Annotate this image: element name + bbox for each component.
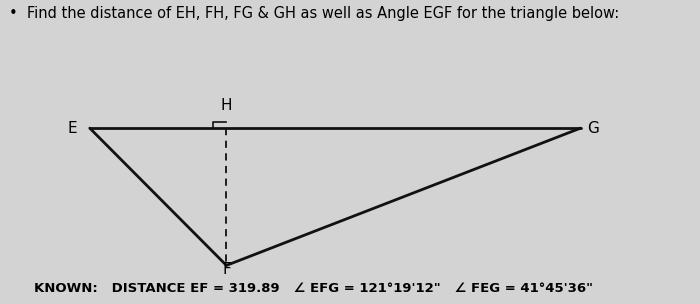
Text: •  Find the distance of EH, FH, FG & GH as well as Angle EGF for the triangle be: • Find the distance of EH, FH, FG & GH a… <box>9 6 620 21</box>
Text: KNOWN:   DISTANCE EF = 319.89   ∠ EFG = 121°19'12"   ∠ FEG = 41°45'36": KNOWN: DISTANCE EF = 319.89 ∠ EFG = 121°… <box>34 282 593 295</box>
Text: F: F <box>222 262 231 277</box>
Text: E: E <box>68 121 77 136</box>
Text: G: G <box>587 121 598 136</box>
Text: H: H <box>220 98 232 113</box>
